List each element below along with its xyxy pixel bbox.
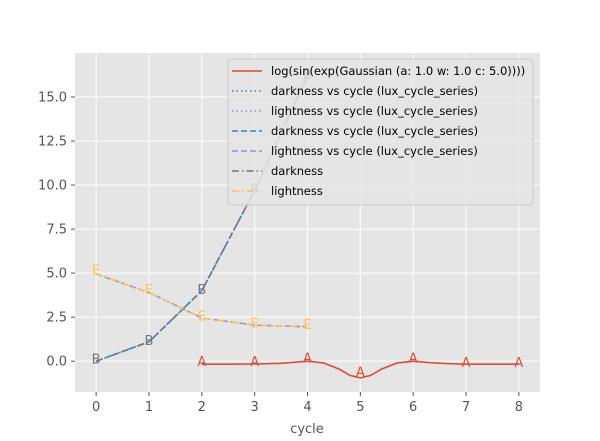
point-marker: B <box>197 283 206 298</box>
x-tick-label: 3 <box>251 400 259 415</box>
y-tick-label: 12.5 <box>38 135 67 150</box>
point-marker: A <box>514 356 523 371</box>
point-marker: A <box>409 352 418 367</box>
y-tick-label: 0.0 <box>46 355 67 370</box>
point-marker: E <box>145 283 153 298</box>
point-marker: E <box>251 316 259 331</box>
point-marker: A <box>462 356 471 371</box>
x-tick-label: 2 <box>198 400 206 415</box>
point-marker: E <box>198 309 206 324</box>
x-tick-label: 0 <box>92 400 100 415</box>
series-layer <box>95 75 519 379</box>
point-marker: E <box>92 264 100 279</box>
marker-layer: AAAAAAABBBBBEEEEE <box>92 68 524 381</box>
y-tick-label: 10.0 <box>38 179 67 194</box>
x-tick-label: 8 <box>515 400 523 415</box>
series-line <box>95 75 309 362</box>
point-marker: A <box>356 366 365 381</box>
legend-label: log(sin(exp(Gaussian (a: 1.0 w: 1.0 c: 5… <box>271 64 525 78</box>
x-tick-label: 7 <box>462 400 470 415</box>
x-axis: 0 1 2 3 4 5 6 7 8 <box>92 392 523 415</box>
legend-label: darkness vs cycle (lux_cycle_series) <box>271 124 478 138</box>
y-tick-label: 2.5 <box>46 311 67 326</box>
legend-label: lightness <box>271 184 323 198</box>
y-tick-label: 5.0 <box>46 267 67 282</box>
y-axis: 0.0 2.5 5.0 7.5 10.0 12.5 15.0 <box>38 91 75 370</box>
legend-box <box>227 58 534 206</box>
legend-label: darkness vs cycle (lux_cycle_series) <box>271 84 478 98</box>
point-marker: E <box>303 318 311 333</box>
series-line <box>95 273 308 328</box>
legend-label: lightness vs cycle (lux_cycle_series) <box>271 144 478 158</box>
point-marker: B <box>92 353 101 368</box>
legend-label: lightness vs cycle (lux_cycle_series) <box>271 104 478 118</box>
point-marker: B <box>145 334 154 349</box>
x-axis-label: cycle <box>290 422 324 437</box>
x-tick-label: 4 <box>303 400 311 415</box>
legend: log(sin(exp(Gaussian (a: 1.0 w: 1.0 c: 5… <box>227 58 534 206</box>
point-marker: A <box>303 352 312 367</box>
y-tick-label: 15.0 <box>38 91 67 106</box>
series-line <box>201 360 519 379</box>
point-marker: A <box>197 355 206 370</box>
point-marker: A <box>250 355 259 370</box>
x-tick-label: 5 <box>356 400 364 415</box>
x-tick-label: 1 <box>145 400 153 415</box>
legend-label: darkness <box>271 164 323 178</box>
y-tick-label: 7.5 <box>46 223 67 238</box>
x-tick-label: 6 <box>409 400 417 415</box>
